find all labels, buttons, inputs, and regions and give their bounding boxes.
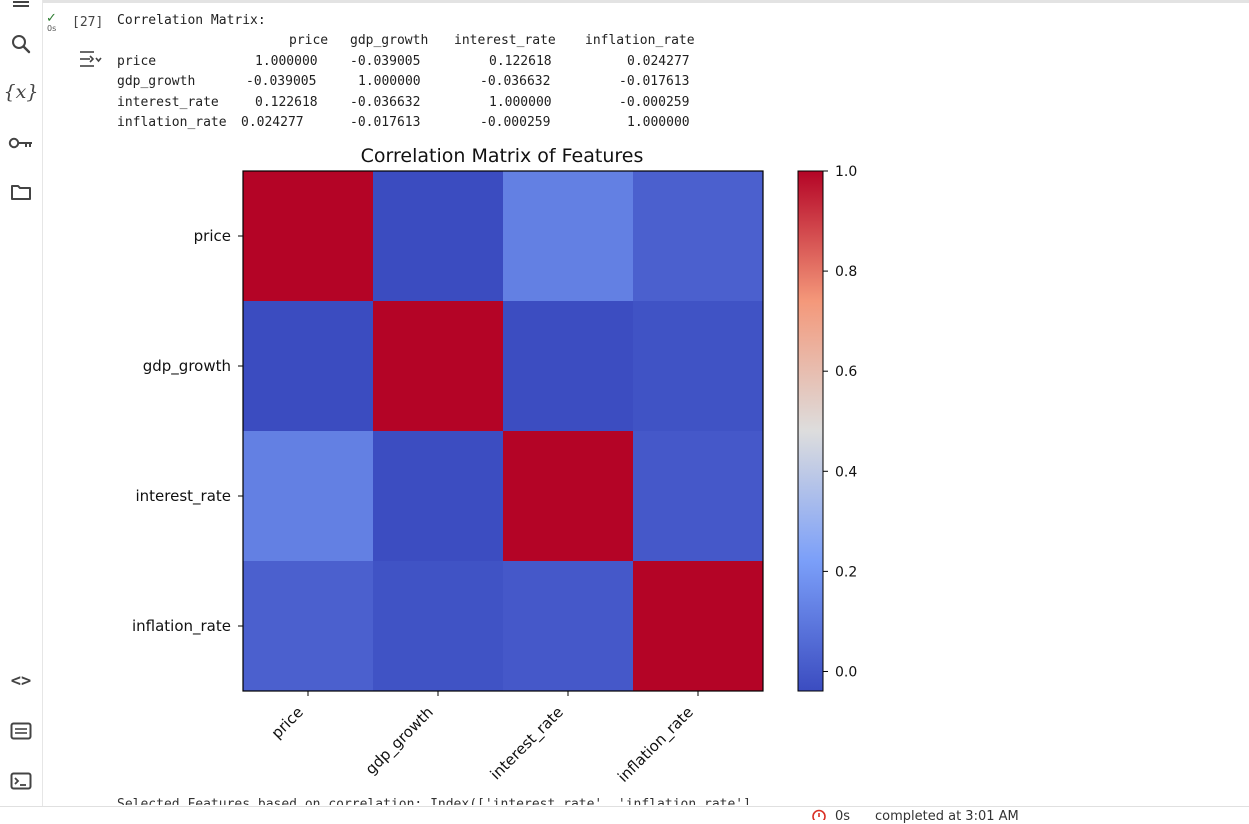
- table-cell: -0.036632: [350, 95, 421, 110]
- table-cell: 0.122618: [489, 54, 552, 69]
- heatmap-cell: [373, 171, 503, 301]
- heatmap-cell: [503, 301, 633, 431]
- row-label: gdp_growth: [117, 74, 196, 89]
- colorbar-tick-label: 0.2: [835, 564, 857, 580]
- status-duration: 0s: [835, 809, 851, 824]
- heatmap-cell: [503, 431, 633, 561]
- terminal-icon[interactable]: [6, 766, 36, 796]
- error-circle-icon[interactable]: [812, 809, 826, 820]
- y-tick-label: inflation_rate: [132, 617, 231, 636]
- heatmap-cell: [633, 301, 763, 431]
- y-tick-label: interest_rate: [135, 487, 231, 506]
- row-label: interest_rate: [117, 95, 219, 110]
- x-tick-label: price: [268, 703, 307, 742]
- table-cell: -0.036632: [480, 74, 551, 89]
- execution-count: [27]: [72, 15, 104, 30]
- colorbar-tick-label: 0.8: [835, 264, 857, 280]
- table-cell: -0.017613: [619, 74, 690, 89]
- variables-icon[interactable]: {x}: [3, 81, 39, 103]
- heatmap-cell: [243, 171, 373, 301]
- x-tick-label: inflation_rate: [614, 703, 697, 786]
- column-header: inflation_rate: [585, 33, 695, 48]
- left-sidebar: {x} <>: [0, 0, 43, 820]
- heatmap-cell: [243, 561, 373, 691]
- colorbar: [797, 170, 824, 692]
- heatmap-cell: [373, 431, 503, 561]
- dataframe-header-row: price gdp_growth interest_rate inflation…: [117, 33, 695, 53]
- table-cell: -0.000259: [619, 95, 690, 110]
- table-cell: 0.024277: [627, 54, 690, 69]
- colorbar-tick-label: 0.4: [835, 464, 857, 480]
- search-icon[interactable]: [6, 29, 36, 59]
- table-cell: 1.000000: [627, 115, 690, 130]
- y-tick-label: price: [194, 227, 231, 245]
- check-icon: ✓: [46, 11, 57, 26]
- correlation-heatmap-figure: Correlation Matrix of Features price gdp_…: [132, 145, 857, 787]
- table-cell: -0.017613: [350, 115, 421, 130]
- dataframe-row: gdp_growth -0.039005 1.000000 -0.036632 …: [117, 74, 689, 94]
- table-cell: -0.000259: [480, 115, 551, 130]
- table-cell: 1.000000: [358, 74, 421, 89]
- heatmap-cell: [503, 561, 633, 691]
- execution-time: 0s: [47, 24, 57, 33]
- table-cell: 1.000000: [489, 95, 552, 110]
- column-header: interest_rate: [454, 33, 556, 48]
- heatmap-cell: [503, 171, 633, 301]
- code-snippets-icon[interactable]: <>: [10, 671, 32, 691]
- status-message[interactable]: completed at 3:01 AM: [875, 809, 1019, 824]
- table-of-contents-icon[interactable]: [6, 0, 36, 13]
- table-cell: -0.039005: [350, 54, 421, 69]
- row-label: price: [117, 54, 157, 69]
- secrets-key-icon[interactable]: [6, 128, 36, 158]
- heatmap-cell: [373, 561, 503, 691]
- dataframe-row: interest_rate 0.122618 -0.036632 1.00000…: [117, 95, 689, 115]
- output-actions-icon[interactable]: [78, 48, 102, 74]
- cell-run-status: ✓ 0s: [46, 12, 66, 33]
- colorbar-tick-label: 1.0: [835, 164, 857, 180]
- column-header: price: [289, 33, 329, 48]
- table-cell: 0.024277: [241, 115, 304, 130]
- x-tick-label: interest_rate: [487, 703, 568, 784]
- colorbar-ticks: 0.0 0.2 0.4 0.6 0.8 1.0: [823, 164, 857, 680]
- files-folder-icon[interactable]: [6, 177, 36, 207]
- table-cell: 0.122618: [255, 95, 318, 110]
- top-border: [42, 0, 1249, 3]
- heatmap-cell: [633, 561, 763, 691]
- heatmap-cell: [243, 301, 373, 431]
- command-palette-icon[interactable]: [6, 716, 36, 746]
- x-axis-ticks: price gdp_growth interest_rate inflation_ra…: [268, 691, 699, 787]
- table-cell: 1.000000: [255, 54, 318, 69]
- next-output-line: Selected Features based on correlation: …: [117, 797, 759, 805]
- heatmap-cell: [243, 431, 373, 561]
- heatmap-cells: [243, 171, 763, 691]
- y-axis-ticks: price gdp_growth interest_rate inflation_ra…: [132, 227, 243, 636]
- colorbar-tick-label: 0.6: [835, 364, 857, 380]
- status-bar: [0, 806, 1249, 821]
- table-cell: -0.039005: [246, 74, 317, 89]
- dataframe-row: price 1.000000 -0.039005 0.122618 0.0242…: [117, 54, 690, 74]
- heatmap-cell: [633, 431, 763, 561]
- heatmap-cell: [633, 171, 763, 301]
- heatmap-cell: [373, 301, 503, 431]
- output-title: Correlation Matrix:: [117, 13, 266, 28]
- colorbar-tick-label: 0.0: [835, 664, 857, 680]
- y-tick-label: gdp_growth: [143, 357, 231, 376]
- column-header: gdp_growth: [350, 33, 429, 48]
- heatmap-frame: [242, 170, 764, 692]
- x-tick-label: gdp_growth: [362, 703, 438, 779]
- dataframe-row: inflation_rate 0.024277 -0.017613 -0.000…: [117, 115, 690, 135]
- row-label: inflation_rate: [117, 115, 227, 130]
- chart-title: Correlation Matrix of Features: [361, 145, 644, 167]
